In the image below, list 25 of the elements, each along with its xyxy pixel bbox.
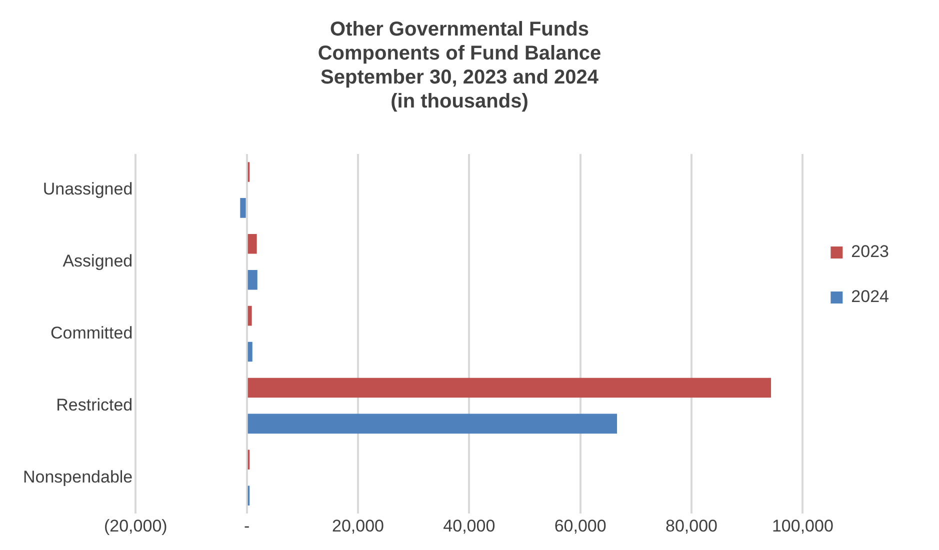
x-tick-label: - (244, 516, 250, 536)
y-tick-label: Unassigned (42, 180, 133, 199)
legend-label: 2024 (851, 287, 890, 306)
x-tick-label: 80,000 (666, 516, 718, 536)
x-tick-label: 40,000 (443, 516, 496, 536)
bar (248, 378, 771, 398)
bar (248, 234, 257, 254)
text: Components of Fund Balance (318, 42, 602, 65)
x-tick-label: 100,000 (772, 516, 834, 536)
y-tick-label: Committed (50, 323, 133, 342)
text: September 30, 2023 and 2024 (320, 66, 598, 89)
y-tick-label: Restricted (56, 395, 133, 414)
bar (248, 270, 258, 290)
x-tick-label: (20,000) (104, 516, 168, 536)
y-tick-label: Assigned (62, 252, 133, 271)
bar (248, 306, 252, 326)
bar (248, 414, 618, 434)
bar (240, 198, 246, 218)
y-tick-label: Nonspendable (22, 467, 133, 486)
text: Other Governmental Funds (330, 18, 589, 41)
x-tick-label: 60,000 (554, 516, 606, 536)
text: (in thousands) (390, 90, 528, 113)
x-tick-label: 20,000 (332, 516, 384, 536)
bar (248, 342, 252, 362)
legend-label: 2023 (851, 242, 890, 262)
